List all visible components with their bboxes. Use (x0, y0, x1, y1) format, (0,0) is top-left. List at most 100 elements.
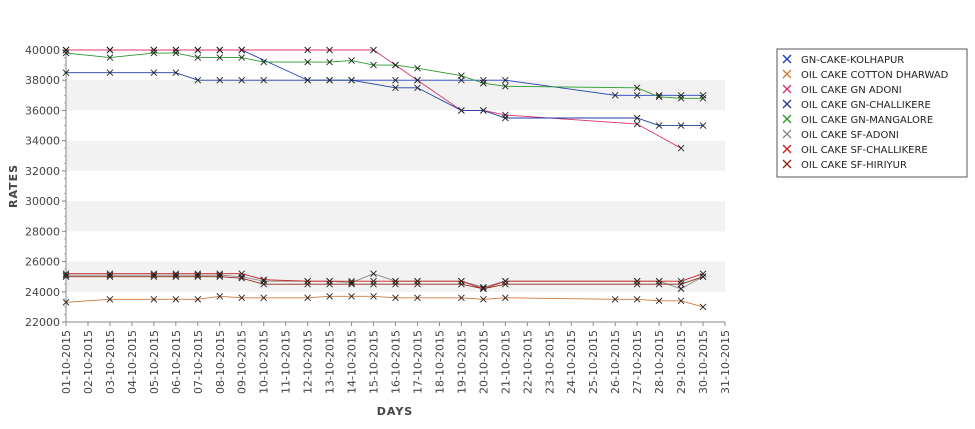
y-axis: 22000 24000 26000 28000 30000 32000 34000 36000… (25, 44, 66, 329)
data-point (458, 277, 465, 285)
data-point (699, 273, 707, 280)
x-axis-title: DAYS (377, 405, 413, 418)
x-tick-label: 09-10-2015 (236, 330, 249, 394)
data-point (260, 294, 268, 302)
data-point (392, 294, 399, 302)
legend-label: OIL CAKE GN-MANGALORE (801, 115, 933, 126)
data-point (502, 277, 509, 285)
data-point (172, 49, 180, 57)
data-point (655, 93, 663, 101)
data-point (633, 296, 641, 303)
data-point (699, 122, 707, 129)
data-point (62, 49, 70, 57)
x-tick-label: 30-10-2015 (697, 330, 710, 394)
x-tick-label: 21-10-2015 (499, 330, 512, 394)
data-point (458, 107, 465, 114)
data-point (238, 274, 246, 282)
grid-band (66, 201, 725, 232)
legend-marker (782, 144, 792, 154)
x-tick-label: 01-10-2015 (60, 330, 73, 394)
data-point (326, 280, 333, 288)
data-point (106, 271, 114, 279)
data-point (172, 296, 180, 303)
data-point (392, 84, 399, 92)
x-tick-label: 04-10-2015 (126, 330, 139, 394)
legend-label: OIL CAKE SF-ADONI (801, 130, 899, 141)
series-line (65, 295, 704, 308)
data-point (677, 280, 685, 288)
data-point (655, 297, 663, 305)
y-tick-label: 22000 (25, 316, 60, 329)
data-point (633, 120, 641, 128)
data-point (106, 296, 114, 303)
data-point (150, 69, 158, 76)
data-point (216, 292, 224, 300)
data-point (480, 285, 487, 293)
legend-label: OIL CAKE COTTON DHARWAD (801, 70, 949, 81)
data-point (194, 270, 202, 277)
data-point (392, 277, 399, 285)
data-point (348, 279, 355, 287)
y-tick-label: 40000 (25, 44, 60, 57)
x-tick-label: 31-10-2015 (719, 330, 732, 394)
legend-marker (782, 114, 792, 124)
data-point (62, 299, 70, 306)
data-point (62, 69, 70, 76)
x-axis: 01-10-2015 02-10-2015 03-10-2015 04-10-2015… (60, 322, 732, 394)
data-point (194, 76, 202, 84)
data-point (216, 46, 224, 54)
data-point (194, 273, 202, 280)
legend-marker (782, 84, 792, 94)
data-point (502, 82, 509, 90)
data-point (414, 76, 421, 84)
x-tick-label: 29-10-2015 (675, 330, 688, 394)
data-point (699, 270, 707, 277)
data-point (392, 76, 399, 84)
x-tick-label: 03-10-2015 (104, 330, 117, 394)
x-tick-label: 18-10-2015 (433, 330, 446, 394)
data-point (238, 76, 246, 84)
data-point (480, 107, 487, 114)
data-point (699, 303, 707, 311)
series-1 (62, 292, 707, 311)
data-point (216, 76, 224, 84)
data-point (216, 273, 224, 280)
data-point (633, 92, 641, 99)
data-point (304, 280, 311, 288)
x-tick-label: 27-10-2015 (631, 330, 644, 394)
data-point (699, 95, 707, 102)
grid-band (66, 140, 725, 171)
data-point (62, 273, 70, 280)
series-line (66, 72, 704, 127)
data-point (502, 76, 509, 84)
data-point (172, 270, 180, 277)
x-tick-label: 26-10-2015 (609, 330, 622, 394)
data-point (194, 271, 202, 279)
data-point (106, 273, 114, 280)
legend-marker (782, 99, 792, 109)
legend-label: OIL CAKE SF-CHALLIKERE (801, 145, 928, 156)
x-tick-label: 28-10-2015 (653, 330, 666, 394)
data-point (414, 294, 421, 302)
data-point (304, 76, 311, 84)
data-point (458, 294, 465, 302)
data-point (458, 280, 465, 288)
y-tick-label: 36000 (25, 104, 60, 117)
y-axis-title: RATES (7, 164, 20, 208)
data-point (216, 54, 224, 61)
x-tick-label: 15-10-2015 (368, 330, 381, 394)
data-point (238, 46, 246, 54)
data-point (150, 271, 158, 279)
data-point (370, 280, 377, 288)
x-tick-label: 16-10-2015 (390, 330, 403, 394)
y-tick-label: 26000 (25, 256, 60, 269)
data-point (655, 277, 663, 285)
data-point (260, 76, 268, 84)
y-tick-label: 30000 (25, 195, 60, 208)
data-point (194, 296, 202, 303)
x-tick-label: 25-10-2015 (587, 330, 600, 394)
data-point (348, 280, 355, 288)
data-point (677, 122, 685, 129)
data-point (633, 280, 641, 288)
